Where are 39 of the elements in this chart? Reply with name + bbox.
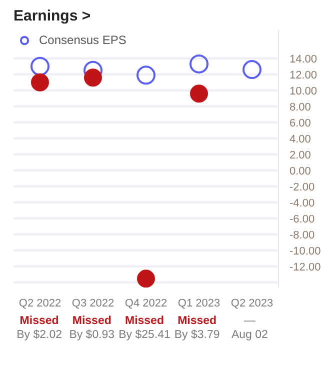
chart-title: Earnings > bbox=[14, 8, 91, 24]
x-tick-label: Q2 2022 bbox=[18, 298, 62, 310]
y-tick-label: -12.00 bbox=[290, 262, 321, 274]
y-tick-label: -10.00 bbox=[290, 246, 321, 258]
point bbox=[31, 73, 49, 92]
y-tick-label: 10.00 bbox=[290, 85, 318, 98]
y-tick-label: -6.00 bbox=[290, 214, 315, 226]
point bbox=[190, 84, 208, 103]
text: By $25.41 bbox=[118, 328, 170, 342]
point bbox=[242, 60, 262, 80]
text: By $0.93 bbox=[69, 328, 115, 342]
x-tick-label: Q4 2022 bbox=[124, 298, 168, 310]
text: — bbox=[244, 314, 256, 328]
y-tick-label: -4.00 bbox=[290, 198, 315, 210]
text: Missed bbox=[124, 314, 164, 328]
text: By $3.79 bbox=[174, 328, 220, 342]
y-tick-label: 14.00 bbox=[290, 53, 318, 66]
x-tick-label: Q1 2023 bbox=[178, 298, 220, 310]
y-tick-label: 12.00 bbox=[290, 69, 318, 82]
point bbox=[30, 56, 50, 76]
point bbox=[84, 68, 102, 87]
point bbox=[190, 54, 208, 74]
y-tick-label: -2.00 bbox=[290, 182, 315, 194]
y-tick-label: 2.00 bbox=[290, 149, 311, 162]
y-tick-label: 4.00 bbox=[290, 133, 311, 146]
text: Missed bbox=[178, 314, 217, 328]
y-tick-label: 8.00 bbox=[290, 101, 311, 114]
text: Missed bbox=[20, 314, 59, 328]
x-tick-label: Q3 2022 bbox=[72, 298, 114, 310]
text: Missed bbox=[72, 314, 112, 328]
y-tick-label: -8.00 bbox=[290, 230, 315, 242]
legend-label: Consensus EPS bbox=[39, 33, 126, 47]
x-tick-label: Q2 2023 bbox=[230, 298, 274, 310]
y-tick-label: 6.00 bbox=[290, 117, 311, 130]
y-tick-label: 0.00 bbox=[290, 166, 311, 178]
point bbox=[137, 270, 155, 288]
text: Aug 02 bbox=[231, 328, 268, 342]
point bbox=[136, 66, 156, 85]
text: By $2.02 bbox=[16, 328, 62, 342]
